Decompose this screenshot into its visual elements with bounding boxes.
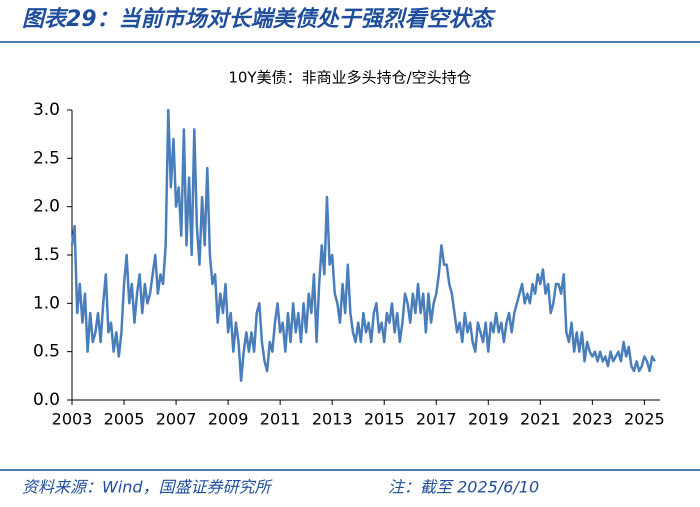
- x-tick-label: 2025: [624, 410, 665, 429]
- y-tick-label: 2.5: [33, 148, 60, 168]
- y-tick-label: 1.0: [33, 293, 60, 313]
- chart-title: 10Y美债：非商业多头持仓/空头持仓: [228, 69, 471, 87]
- x-tick-label: 2015: [364, 410, 405, 429]
- x-tick-label: 2011: [260, 410, 301, 429]
- x-tick-label: 2013: [312, 410, 353, 429]
- x-tick-label: 2017: [416, 410, 457, 429]
- x-tick-label: 2003: [52, 410, 93, 429]
- x-tick-label: 2021: [520, 410, 561, 429]
- y-tick-label: 2.0: [33, 197, 60, 217]
- source: 资料来源：Wind，国盛证券研究所: [22, 478, 274, 497]
- x-tick-label: 2009: [208, 410, 249, 429]
- note: 注：截至 2025/6/10: [388, 478, 539, 497]
- x-tick-label: 2023: [572, 410, 613, 429]
- x-tick-label: 2007: [156, 410, 197, 429]
- x-tick-label: 2019: [468, 410, 509, 429]
- y-tick-label: 1.5: [33, 245, 60, 265]
- y-tick-label: 3.0: [33, 100, 60, 120]
- y-tick-label: 0.0: [33, 390, 60, 410]
- x-tick-label: 2005: [104, 410, 145, 429]
- page-title: 图表29：当前市场对长端美债处于强烈看空状态: [22, 6, 497, 32]
- data-line: [70, 108, 656, 382]
- y-tick-label: 0.5: [33, 342, 60, 362]
